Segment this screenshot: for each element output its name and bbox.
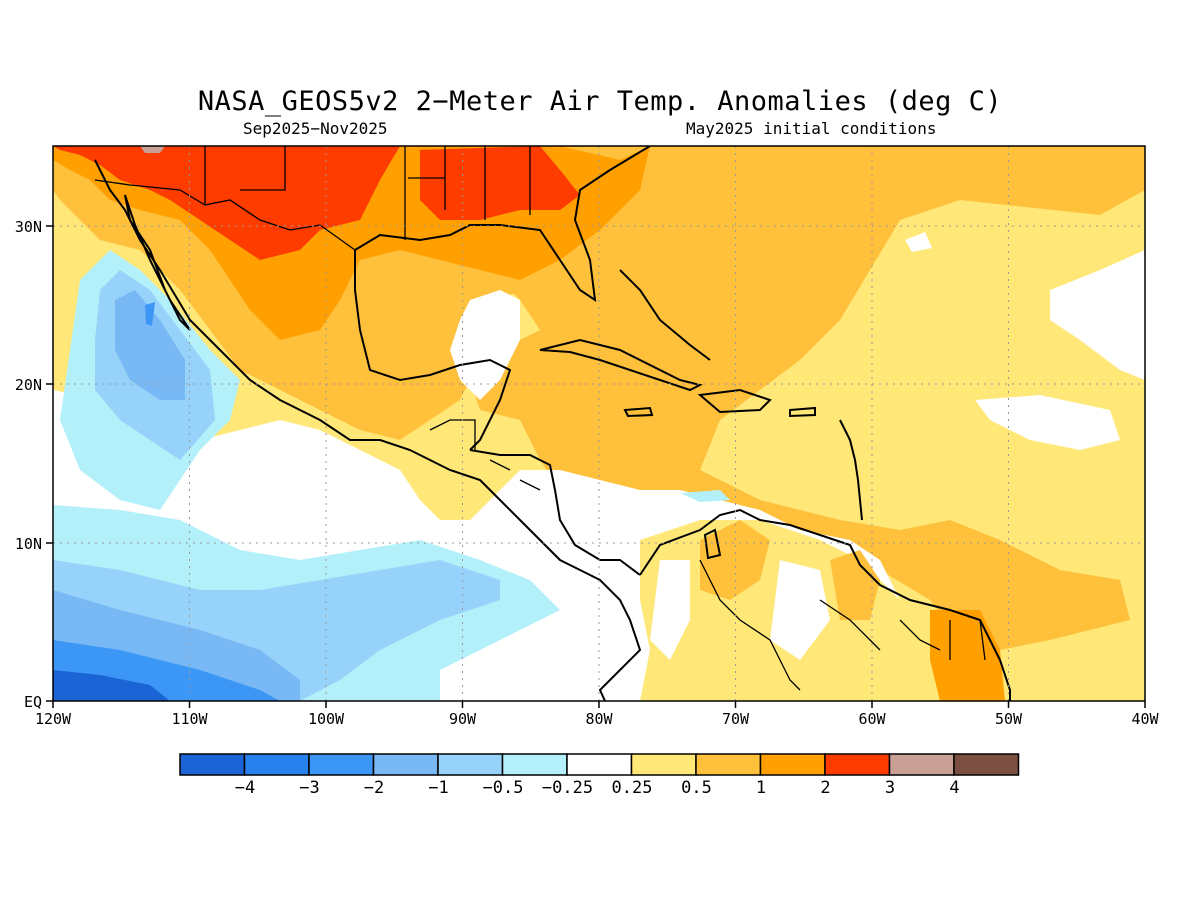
border-us-states: [204, 146, 531, 240]
anomaly-region-3to4-west: [53, 146, 400, 260]
colorbar-label: −1: [428, 778, 448, 798]
coastline-florida-bahamas: [619, 269, 711, 361]
y-tick-label: EQ: [24, 693, 42, 711]
colorbar-label: 2: [820, 778, 830, 798]
colorbar-swatch: [953, 753, 1020, 776]
x-tick-label: 40W: [1131, 710, 1159, 728]
coastline-central-america-caribbean: [469, 449, 641, 576]
border-us-mexico: [94, 179, 356, 251]
anomaly-region-minus0.5-caribbean: [680, 490, 730, 502]
x-tick-label: 90W: [449, 710, 477, 728]
coastline-hispaniola: [697, 388, 772, 414]
neutral-region-south-america-b: [770, 560, 830, 660]
x-tick-label: 100W: [308, 710, 345, 728]
colorbar-swatch: [695, 753, 762, 776]
anomaly-region-minus2-baja: [115, 290, 185, 400]
anomaly-region-1to2-south-america-b: [830, 550, 880, 620]
anomaly-region-above4: [140, 146, 165, 153]
coastline-south-america: [639, 508, 1011, 701]
neutral-region-south-america-a: [650, 560, 690, 660]
coastline-cuba: [539, 338, 703, 392]
colorbar-label: 3: [885, 778, 895, 798]
colorbar-label: 0.5: [681, 778, 712, 798]
coastline-mexico-pacific: [94, 159, 642, 701]
colorbar-swatch: [372, 753, 439, 776]
colorbar-label: −3: [299, 778, 319, 798]
colorbar-swatch: [888, 753, 955, 776]
neutral-region-bermuda: [905, 232, 932, 252]
neutral-region-atlantic-mid: [975, 395, 1120, 450]
x-tick-label: 60W: [858, 710, 886, 728]
colorbar-swatch: [630, 753, 697, 776]
colorbar-labels: −4 −3 −2 −1 −0.5 −0.25 0.25 0.5 1 2 3 4: [235, 778, 960, 798]
initial-conditions: May2025 initial conditions: [686, 119, 937, 138]
coastline-gulf: [354, 146, 651, 303]
anomaly-region-minus3-baja: [145, 302, 155, 326]
border-south-america: [699, 559, 986, 691]
colorbar-swatch: [759, 753, 826, 776]
y-tick-label: 30N: [15, 218, 42, 236]
neutral-region-yucatan: [450, 290, 520, 400]
colorbar-label: 4: [949, 778, 959, 798]
x-tick-label: 80W: [585, 710, 613, 728]
gridlines: [53, 146, 1145, 701]
colorbar-swatch: [179, 753, 246, 776]
colorbar-label: −2: [364, 778, 384, 798]
map-title: NASA_GEOS5v2 2−Meter Air Temp. Anomalies…: [197, 86, 1003, 117]
x-axis-labels: 120W 110W 100W 90W 80W 70W 60W 50W 40W: [35, 710, 1160, 728]
y-tick-label: 10N: [15, 535, 42, 553]
neutral-region-atlantic-east: [1050, 250, 1145, 380]
y-tick-label: 20N: [15, 376, 42, 394]
colorbar-label: −4: [235, 778, 255, 798]
anomaly-region-minus4-pacific: [53, 670, 170, 701]
y-axis-labels: EQ 10N 20N 30N: [15, 218, 42, 711]
coastline-jamaica: [623, 406, 654, 418]
colorbar-label: 0.25: [612, 778, 653, 798]
coastlines: [94, 146, 1011, 701]
coastline-lake-maracaibo: [703, 528, 722, 560]
coastline-baja: [124, 194, 191, 331]
colorbar-label: 1: [756, 778, 766, 798]
x-tick-label: 50W: [995, 710, 1023, 728]
colorbar-label: −0.5: [483, 778, 524, 798]
coastline-lesser-antilles: [839, 419, 863, 521]
coastline-mexico-gulf: [354, 250, 512, 451]
x-tick-label: 120W: [35, 710, 72, 728]
colorbar-swatches: [179, 753, 1020, 776]
colorbar-swatch: [501, 753, 568, 776]
colorbar-label: −0.25: [542, 778, 593, 798]
anomaly-region-3to4-east: [420, 146, 580, 220]
colorbar-swatch: [824, 753, 891, 776]
anomaly-region-1to2-atlantic: [470, 146, 1145, 650]
colorbar-swatch: [566, 753, 633, 776]
x-tick-label: 110W: [171, 710, 208, 728]
colorbar-swatch: [243, 753, 310, 776]
axis-ticks: [46, 225, 1146, 708]
colorbar-swatch: [437, 753, 504, 776]
colorbar-swatch: [308, 753, 375, 776]
forecast-period: Sep2025−Nov2025: [243, 119, 388, 138]
coastline-puerto-rico: [789, 406, 816, 418]
colorbar: −4 −3 −2 −1 −0.5 −0.25 0.25 0.5 1 2 3 4: [179, 753, 1020, 798]
anomaly-field: [53, 146, 1145, 701]
x-tick-label: 70W: [722, 710, 750, 728]
